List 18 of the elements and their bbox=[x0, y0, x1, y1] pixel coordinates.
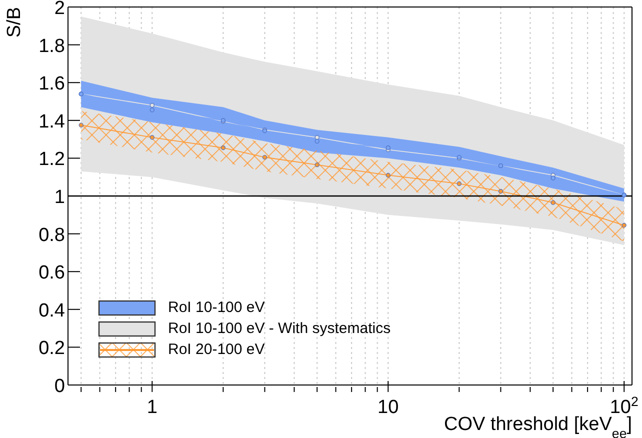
y-tick-label: 1.6 bbox=[38, 74, 65, 95]
y-tick-label: 1.4 bbox=[38, 111, 66, 132]
y-tick-label: 1.8 bbox=[38, 36, 65, 57]
y-tick-label: 0 bbox=[54, 376, 65, 397]
y-tick-label: 2 bbox=[54, 0, 65, 19]
legend-label: RoI 10-100 eV - With systematics bbox=[168, 319, 391, 339]
legend-label: RoI 20-100 eV bbox=[168, 340, 265, 360]
legend-label: RoI 10-100 eV bbox=[168, 298, 265, 318]
y-tick-label: 0.4 bbox=[38, 300, 66, 322]
x-axis-title: COV threshold [keV$_{ee}$] bbox=[444, 414, 632, 438]
y-axis-title: S/B bbox=[4, 7, 25, 38]
y-tick-label: 1.2 bbox=[38, 149, 65, 170]
x-tick-label: 10 bbox=[378, 397, 399, 418]
y-tick-label: 0.6 bbox=[38, 262, 65, 284]
y-tick-label: 0.2 bbox=[38, 338, 65, 360]
y-tick-label: 0.8 bbox=[38, 224, 65, 246]
y-tick-label: 1 bbox=[54, 187, 65, 208]
x-tick-label: 1 bbox=[146, 397, 158, 418]
